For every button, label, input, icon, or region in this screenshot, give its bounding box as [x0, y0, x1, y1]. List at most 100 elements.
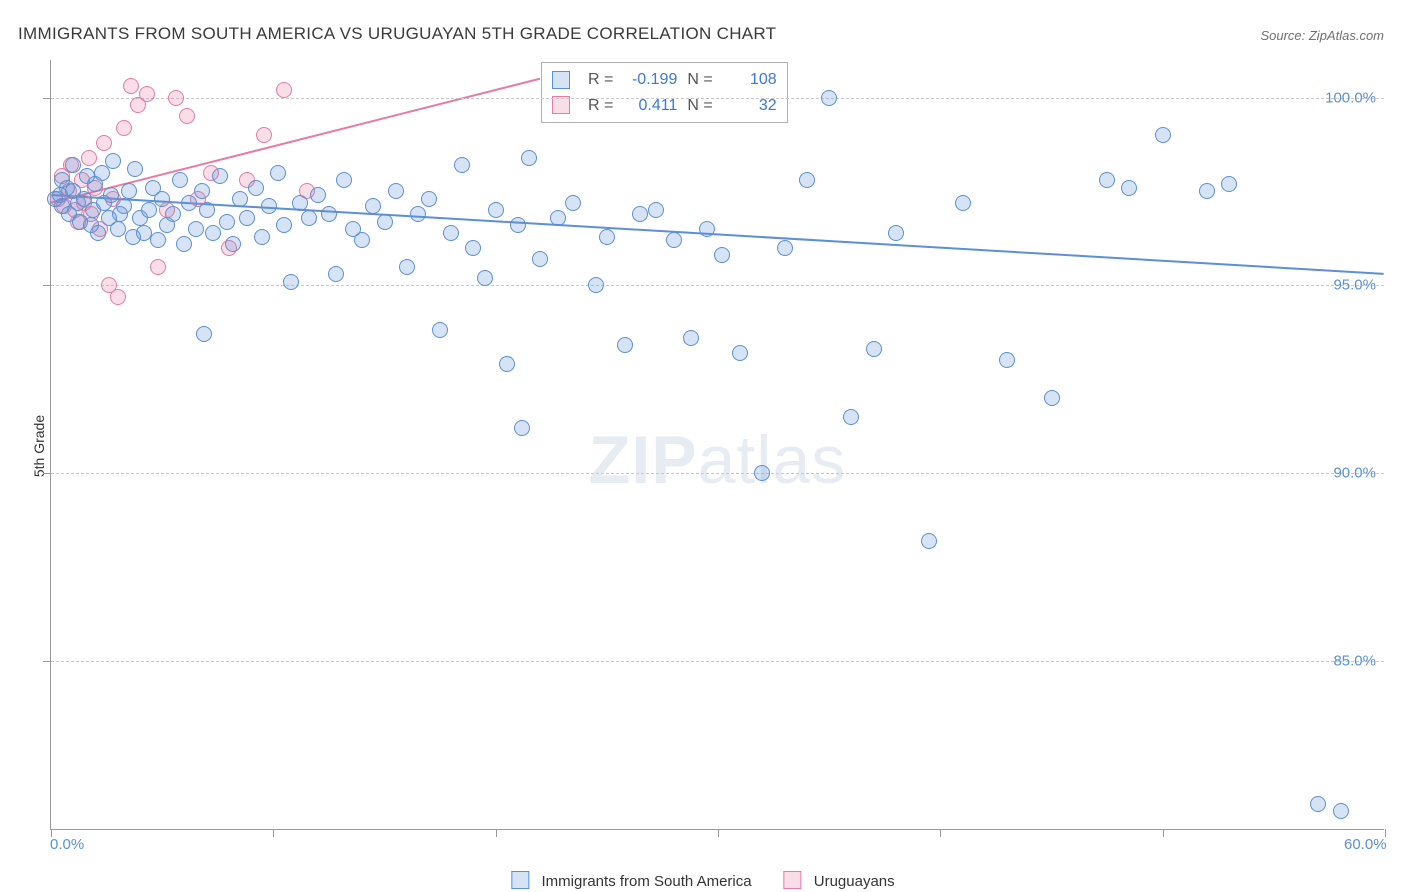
scatter-point-blue — [1155, 127, 1171, 143]
x-tick — [940, 829, 941, 837]
scatter-point-blue — [421, 191, 437, 207]
scatter-point-blue — [154, 191, 170, 207]
scatter-point-blue — [488, 202, 504, 218]
scatter-point-blue — [399, 259, 415, 275]
swatch-blue-icon — [552, 71, 570, 89]
scatter-point-blue — [821, 90, 837, 106]
scatter-point-blue — [181, 195, 197, 211]
scatter-point-blue — [328, 266, 344, 282]
chart-title: IMMIGRANTS FROM SOUTH AMERICA VS URUGUAY… — [18, 24, 776, 44]
scatter-point-blue — [110, 221, 126, 237]
scatter-point-pink — [116, 120, 132, 136]
scatter-point-blue — [617, 337, 633, 353]
scatter-point-blue — [196, 326, 212, 342]
scatter-point-blue — [165, 206, 181, 222]
y-tick-label: 95.0% — [1333, 277, 1376, 294]
scatter-point-blue — [499, 356, 515, 372]
scatter-point-blue — [90, 225, 106, 241]
correlation-stat-box: R = -0.199 N = 108 R = 0.411 N = 32 — [541, 62, 788, 123]
legend-label-blue: Immigrants from South America — [542, 873, 752, 890]
scatter-point-blue — [666, 232, 682, 248]
scatter-point-blue — [588, 277, 604, 293]
scatter-point-blue — [532, 251, 548, 267]
scatter-point-blue — [754, 465, 770, 481]
scatter-point-blue — [550, 210, 566, 226]
r-value-blue: -0.199 — [623, 67, 677, 93]
scatter-point-blue — [232, 191, 248, 207]
scatter-point-blue — [1199, 183, 1215, 199]
scatter-point-blue — [377, 214, 393, 230]
scatter-point-pink — [150, 259, 166, 275]
scatter-point-pink — [81, 150, 97, 166]
scatter-point-blue — [1310, 796, 1326, 812]
scatter-point-pink — [139, 86, 155, 102]
swatch-pink-icon — [552, 96, 570, 114]
scatter-point-blue — [999, 352, 1015, 368]
scatter-point-blue — [1121, 180, 1137, 196]
scatter-point-blue — [465, 240, 481, 256]
y-tick — [43, 285, 51, 286]
scatter-point-blue — [648, 202, 664, 218]
scatter-point-blue — [254, 229, 270, 245]
x-tick — [1163, 829, 1164, 837]
scatter-point-blue — [176, 236, 192, 252]
legend-item-blue: Immigrants from South America — [511, 871, 751, 890]
scatter-point-blue — [632, 206, 648, 222]
scatter-point-blue — [388, 183, 404, 199]
scatter-point-blue — [205, 225, 221, 241]
gridline — [51, 285, 1384, 286]
scatter-point-blue — [127, 161, 143, 177]
gridline — [51, 473, 1384, 474]
y-tick-label: 85.0% — [1333, 652, 1376, 669]
scatter-point-blue — [261, 198, 277, 214]
legend-label-pink: Uruguayans — [814, 873, 895, 890]
legend-bottom: Immigrants from South America Uruguayans — [511, 871, 894, 890]
y-tick-label: 100.0% — [1325, 89, 1376, 106]
scatter-point-pink — [110, 289, 126, 305]
scatter-point-blue — [699, 221, 715, 237]
scatter-point-blue — [105, 153, 121, 169]
scatter-point-blue — [310, 187, 326, 203]
scatter-point-blue — [1099, 172, 1115, 188]
scatter-point-blue — [955, 195, 971, 211]
scatter-point-blue — [194, 183, 210, 199]
scatter-point-blue — [921, 533, 937, 549]
gridline — [51, 661, 1384, 662]
scatter-point-blue — [65, 157, 81, 173]
scatter-point-blue — [116, 198, 132, 214]
scatter-point-pink — [123, 78, 139, 94]
scatter-point-blue — [1221, 176, 1237, 192]
source-attribution: Source: ZipAtlas.com — [1260, 28, 1384, 43]
scatter-point-blue — [683, 330, 699, 346]
r-label: R = — [588, 67, 613, 93]
scatter-point-blue — [432, 322, 448, 338]
scatter-point-blue — [1044, 390, 1060, 406]
scatter-point-blue — [454, 157, 470, 173]
scatter-point-blue — [714, 247, 730, 263]
scatter-point-blue — [336, 172, 352, 188]
x-tick-label: 0.0% — [50, 836, 84, 853]
stat-row-pink: R = 0.411 N = 32 — [552, 93, 777, 119]
watermark: ZIPatlas — [589, 421, 846, 499]
r-value-pink: 0.411 — [623, 93, 677, 119]
scatter-point-blue — [301, 210, 317, 226]
scatter-point-blue — [732, 345, 748, 361]
y-axis-label: 5th Grade — [31, 415, 47, 477]
scatter-point-blue — [443, 225, 459, 241]
scatter-point-blue — [565, 195, 581, 211]
scatter-point-blue — [514, 420, 530, 436]
scatter-point-blue — [283, 274, 299, 290]
scatter-point-blue — [270, 165, 286, 181]
scatter-point-blue — [239, 210, 255, 226]
scatter-point-blue — [248, 180, 264, 196]
scatter-point-blue — [188, 221, 204, 237]
scatter-point-blue — [225, 236, 241, 252]
scatter-plot-area: ZIPatlas R = -0.199 N = 108 R = 0.411 N … — [50, 60, 1384, 830]
scatter-point-pink — [168, 90, 184, 106]
scatter-point-blue — [321, 206, 337, 222]
scatter-point-blue — [477, 270, 493, 286]
scatter-point-pink — [276, 82, 292, 98]
legend-item-pink: Uruguayans — [784, 871, 895, 890]
y-tick-label: 90.0% — [1333, 465, 1376, 482]
n-label: N = — [687, 93, 712, 119]
